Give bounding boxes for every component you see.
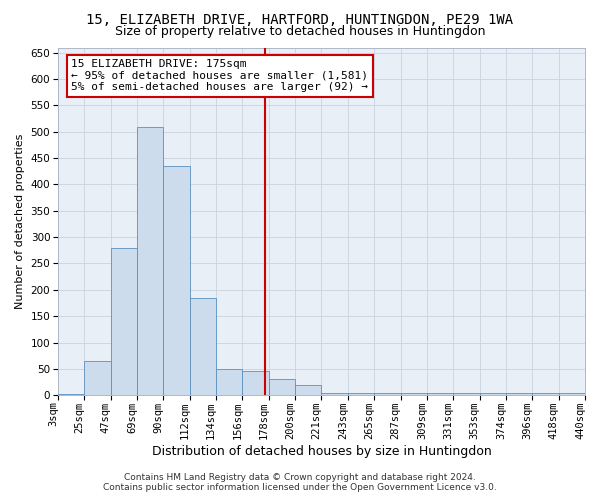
Bar	[479, 392, 506, 395]
Bar	[374, 392, 401, 395]
Bar	[427, 392, 453, 395]
Bar	[401, 392, 427, 395]
Bar	[453, 392, 479, 395]
Bar	[58, 394, 84, 395]
Bar	[269, 380, 295, 395]
Bar	[137, 126, 163, 395]
Text: 15 ELIZABETH DRIVE: 175sqm
← 95% of detached houses are smaller (1,581)
5% of se: 15 ELIZABETH DRIVE: 175sqm ← 95% of deta…	[71, 59, 368, 92]
Bar	[163, 166, 190, 395]
Bar	[506, 392, 532, 395]
Bar	[559, 392, 585, 395]
Bar	[216, 369, 242, 395]
Bar	[532, 392, 559, 395]
Bar	[348, 392, 374, 395]
Bar	[322, 392, 348, 395]
Text: Contains HM Land Registry data © Crown copyright and database right 2024.
Contai: Contains HM Land Registry data © Crown c…	[103, 473, 497, 492]
Bar	[295, 384, 322, 395]
Bar	[84, 361, 110, 395]
Bar	[242, 372, 269, 395]
Text: Size of property relative to detached houses in Huntingdon: Size of property relative to detached ho…	[115, 25, 485, 38]
X-axis label: Distribution of detached houses by size in Huntingdon: Distribution of detached houses by size …	[152, 444, 491, 458]
Text: 15, ELIZABETH DRIVE, HARTFORD, HUNTINGDON, PE29 1WA: 15, ELIZABETH DRIVE, HARTFORD, HUNTINGDO…	[86, 12, 514, 26]
Bar	[110, 248, 137, 395]
Y-axis label: Number of detached properties: Number of detached properties	[15, 134, 25, 309]
Bar	[190, 298, 216, 395]
